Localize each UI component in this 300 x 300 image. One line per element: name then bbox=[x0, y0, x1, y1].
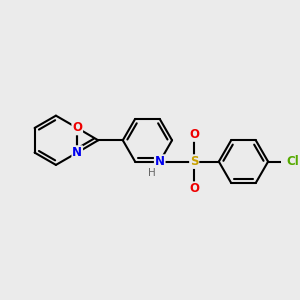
Text: O: O bbox=[72, 122, 82, 134]
Text: N: N bbox=[155, 155, 165, 168]
Text: O: O bbox=[189, 128, 199, 141]
Text: O: O bbox=[189, 182, 199, 195]
Text: S: S bbox=[190, 155, 199, 168]
Text: Cl: Cl bbox=[286, 155, 299, 168]
Text: N: N bbox=[72, 146, 82, 159]
Text: H: H bbox=[148, 168, 156, 178]
